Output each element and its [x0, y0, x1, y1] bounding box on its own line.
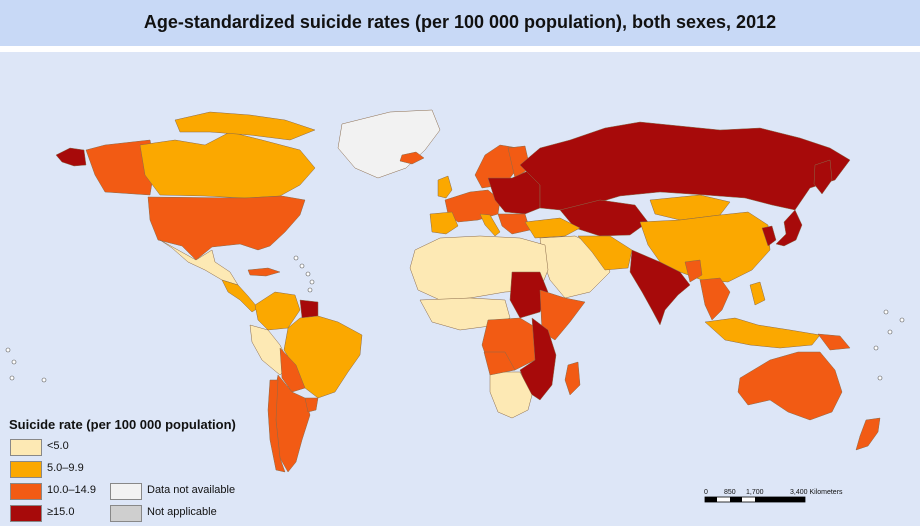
region-angola: [483, 351, 516, 376]
region-japan: [775, 209, 803, 247]
region-east-africa: [519, 317, 557, 401]
region-australia: [737, 351, 843, 421]
region-canada-east: [139, 131, 316, 199]
region-iberia: [429, 211, 459, 235]
region-iceland: [399, 151, 425, 165]
region-balkans: [497, 213, 531, 235]
scale-tick-850: 850: [724, 489, 736, 496]
legend-swatch-lt5: [10, 439, 42, 456]
scale-tick-0: 0: [704, 489, 708, 496]
region-india: [629, 249, 691, 326]
region-indonesia: [704, 317, 821, 349]
island-markers: [5, 255, 905, 383]
map-title: Age-standardized suicide rates (per 100 …: [143, 12, 777, 32]
region-colombia: [254, 291, 301, 331]
region-se-asia: [699, 277, 731, 321]
title-divider: [0, 46, 920, 52]
region-italy: [479, 213, 501, 237]
region-southern-africa: [489, 371, 533, 419]
legend-swatch-na: [110, 483, 142, 500]
region-central-america: [221, 279, 259, 313]
region-png: [817, 333, 851, 351]
legend-label-ge15: ≥15.0: [47, 506, 75, 518]
region-caribbean: [247, 267, 281, 277]
legend-swatch-5-10: [10, 461, 42, 478]
scale-tick-3400: 3,400 Kilometers: [790, 489, 843, 496]
region-chile: [267, 379, 286, 473]
region-guyana: [299, 299, 319, 319]
region-madagascar: [564, 361, 581, 396]
legend-label-5-10: 5.0–9.9: [47, 462, 84, 474]
region-nz: [855, 417, 881, 451]
scale-tick-1700: 1,700: [746, 489, 764, 496]
region-bangladesh: [684, 259, 703, 283]
region-kamchatka: [813, 159, 833, 195]
title-bar: [0, 0, 920, 46]
region-philippines: [749, 281, 766, 306]
legend-title: Suicide rate (per 100 000 population): [9, 417, 236, 432]
region-canada-islands: [174, 111, 316, 141]
scale-bar: [704, 496, 806, 503]
region-alaska: [55, 147, 87, 167]
region-sudan: [509, 271, 549, 319]
legend-label-10-15: 10.0–14.9: [47, 484, 96, 496]
legend-label-na: Data not available: [147, 484, 236, 496]
region-korea: [761, 225, 777, 247]
region-iran: [577, 235, 633, 271]
region-bolivia: [279, 347, 306, 393]
world-map: [0, 52, 920, 526]
region-turkey: [524, 217, 581, 239]
legend-label-napp: Not applicable: [147, 506, 217, 518]
region-uruguay: [304, 397, 319, 413]
legend-swatch-ge15: [10, 505, 42, 522]
legend-swatch-10-15: [10, 483, 42, 500]
legend-swatch-napp: [110, 505, 142, 522]
region-kazakhstan: [559, 199, 649, 237]
region-usa: [147, 195, 306, 261]
region-uk: [437, 175, 453, 199]
legend-label-lt5: <5.0: [47, 440, 69, 452]
